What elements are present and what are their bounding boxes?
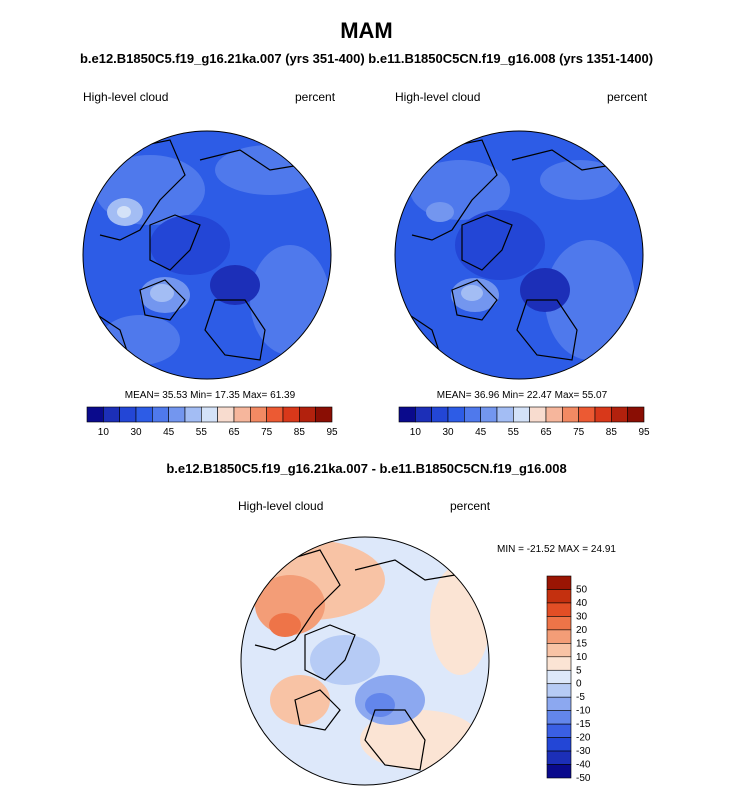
panel1-colorbar-swatch	[282, 406, 300, 423]
panel3-colorbar-swatch	[546, 575, 572, 590]
panel1-colorbar-swatch	[315, 406, 333, 423]
panel3-colorbar-tick-label: 0	[576, 679, 582, 690]
panel1-colorbar-swatch	[201, 406, 218, 423]
panel3-colorbar-tick-label: -40	[576, 760, 591, 771]
panel3-colorbar-tick-label: 15	[576, 638, 588, 649]
panel1-map	[83, 131, 331, 379]
panel1-colorbar-swatch	[299, 406, 316, 423]
panel1-colorbar-swatch	[103, 406, 120, 423]
panel2-units-label: percent	[607, 90, 648, 104]
panel3-map	[241, 537, 489, 785]
panel2-colorbar-tick-label: 45	[475, 427, 487, 438]
panel3-colorbar-swatch	[546, 589, 572, 604]
panel3-colorbar-tick-label: -10	[576, 706, 591, 717]
panel1-colorbar-tick-label: 10	[98, 427, 110, 438]
panel1-colorbar-swatch	[250, 406, 267, 423]
panel1-colorbar-tick-label: 45	[163, 427, 175, 438]
panel2-colorbar-swatch	[611, 406, 628, 423]
panel2-colorbar-swatch	[578, 406, 596, 423]
panel2-colorbar-tick-label: 30	[442, 427, 454, 438]
panel1-map-border	[82, 130, 332, 380]
panel1-colorbar-tick-label: 55	[196, 427, 208, 438]
panel1-units-label: percent	[295, 90, 336, 104]
panel2-map	[395, 131, 643, 379]
panel2-colorbar-tick-label: 55	[508, 427, 520, 438]
panel1-colorbar-tick-label: 95	[326, 427, 338, 438]
panel2-colorbar: 10 30 45 55 65 75 85 95	[398, 406, 650, 438]
panel3-colorbar-tick-label: 40	[576, 598, 588, 609]
panel2-colorbar-swatch	[627, 406, 645, 423]
panel3-colorbar-tick-label: 10	[576, 652, 588, 663]
panel3-stats: MIN = -21.52 MAX = 24.91	[497, 544, 616, 555]
panel1-colorbar-swatch	[119, 406, 137, 423]
panel1-colorbar-swatch	[135, 406, 153, 423]
panel1-colorbar-swatch	[86, 406, 104, 423]
panel1-colorbar-swatch	[168, 406, 186, 423]
panel3-colorbar-tick-label: -50	[576, 773, 591, 784]
panel2-colorbar-tick-label: 75	[573, 427, 585, 438]
figure-subtitle-top: b.e12.B1850C5.f19_g16.21ka.007 (yrs 351-…	[79, 51, 654, 66]
panel3-colorbar-swatch	[546, 683, 572, 698]
panel3-colorbar-swatch	[546, 764, 572, 779]
panel2-colorbar-swatch	[496, 406, 514, 423]
panel3-map-border	[240, 536, 490, 786]
panel2-colorbar-swatch	[447, 406, 465, 423]
panel1-colorbar: 10 30 45 55 65 75 85 95	[86, 406, 338, 438]
panel2-colorbar-tick-label: 85	[606, 427, 618, 438]
panel3-colorbar-swatch	[546, 602, 572, 617]
panel2-stats: MEAN= 36.96 Min= 22.47 Max= 55.07	[436, 390, 608, 401]
panel2-colorbar-swatch	[513, 406, 530, 423]
panel3-colorbar-tick-label: 30	[576, 611, 588, 622]
panel3-colorbar-swatch	[546, 656, 572, 671]
panel3-units-label: percent	[450, 499, 491, 513]
panel3-colorbar-swatch	[546, 696, 572, 711]
panel3-colorbar-tick-label: -5	[576, 692, 585, 703]
panel3-colorbar-swatch	[546, 643, 572, 658]
panel2-colorbar-swatch	[562, 406, 579, 423]
panel3-colorbar-swatch	[546, 737, 572, 752]
panel1-colorbar-tick-label: 30	[130, 427, 142, 438]
panel2-colorbar-swatch	[415, 406, 432, 423]
panel3-colorbar-tick-label: 50	[576, 584, 588, 595]
panel2-colorbar-tick-label: 95	[638, 427, 650, 438]
panel1-colorbar-swatch	[217, 406, 235, 423]
panel3-colorbar-tick-label: 5	[576, 665, 582, 676]
panel3-colorbar-swatch	[546, 629, 572, 644]
panel2-colorbar-swatch	[594, 406, 612, 423]
panel3-colorbar-swatch	[546, 750, 572, 765]
panel3-colorbar-tick-label: -20	[576, 733, 591, 744]
panel1-colorbar-tick-label: 65	[228, 427, 240, 438]
panel2-map-border	[394, 130, 644, 380]
panel1-colorbar-tick-label: 75	[261, 427, 273, 438]
panel1-colorbar-swatch	[266, 406, 284, 423]
panel2-colorbar-swatch	[529, 406, 547, 423]
panel2-colorbar-swatch	[398, 406, 416, 423]
panel2-colorbar-swatch	[545, 406, 563, 423]
panel1-colorbar-tick-label: 85	[294, 427, 306, 438]
panel2-colorbar-swatch	[464, 406, 481, 423]
panel3-colorbar-tick-label: -30	[576, 746, 591, 757]
panel3-colorbar-swatch	[546, 723, 572, 738]
panel1-variable-label: High-level cloud	[83, 90, 169, 104]
panel2-colorbar-swatch	[480, 406, 498, 423]
panel2-colorbar-tick-label: 65	[540, 427, 552, 438]
figure-title: MAM	[340, 18, 393, 43]
panel1-colorbar-swatch	[152, 406, 169, 423]
panel2-colorbar-tick-label: 10	[410, 427, 422, 438]
panel3-colorbar-swatch	[546, 616, 572, 631]
panel3-colorbar-tick-label: -15	[576, 719, 591, 730]
panel2-variable-label: High-level cloud	[395, 90, 481, 104]
panel3-colorbar-swatch	[546, 710, 572, 725]
panel3-colorbar-swatch	[546, 669, 572, 685]
panel1-stats: MEAN= 35.53 Min= 17.35 Max= 61.39	[124, 390, 296, 401]
panel1-colorbar-swatch	[233, 406, 251, 423]
panel1-colorbar-swatch	[184, 406, 202, 423]
panel2-colorbar-swatch	[431, 406, 449, 423]
panel3-colorbar-tick-label: 20	[576, 625, 588, 636]
panel3-variable-label: High-level cloud	[238, 499, 324, 513]
figure-subtitle-bottom: b.e12.B1850C5.f19_g16.21ka.007 - b.e11.B…	[166, 461, 567, 476]
